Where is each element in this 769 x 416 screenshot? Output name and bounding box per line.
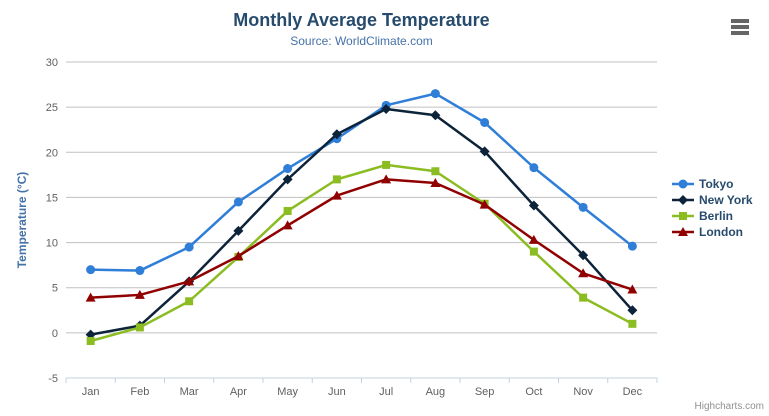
legend-item-new-york[interactable]: New York (672, 192, 753, 208)
hamburger-bar (731, 31, 749, 35)
y-axis-labels: -5 0 5 10 15 20 25 30 (46, 57, 58, 385)
hamburger-bar (731, 19, 749, 23)
legend-label: London (699, 225, 743, 239)
chart-subtitle: Source: WorldClimate.com (290, 34, 433, 48)
y-gridlines (66, 61, 657, 334)
diamond-series-marker-icon (672, 195, 694, 205)
y-tick-label: 5 (52, 283, 58, 295)
x-axis-labels: Jan Feb Mar Apr May Jun Jul Aug Sep Oct Nov Dec (82, 386, 643, 398)
series-berlin (86, 160, 637, 345)
x-tick-label: Mar (180, 386, 199, 398)
hamburger-bar (731, 25, 749, 29)
legend-item-berlin[interactable]: Berlin (672, 208, 753, 224)
circle-series-marker-icon (672, 179, 694, 189)
x-tick-label: Aug (426, 386, 446, 398)
y-tick-label: 30 (46, 57, 58, 69)
x-tick-label: Jan (82, 386, 100, 398)
series-new-york (85, 103, 638, 340)
highcharts-credits-link[interactable]: Highcharts.com (694, 401, 764, 412)
legend-label: Berlin (699, 209, 734, 223)
x-tick-label: May (277, 386, 298, 398)
legend-label: Tokyo (699, 177, 734, 191)
y-tick-label: 15 (46, 192, 58, 204)
x-tick-label: Sep (475, 386, 495, 398)
x-tick-label: Oct (525, 386, 542, 398)
square-series-marker-icon (672, 212, 694, 220)
chart-legend: Tokyo New York Berlin London (672, 176, 753, 240)
y-tick-label: 10 (46, 238, 58, 250)
legend-item-london[interactable]: London (672, 224, 753, 240)
y-tick-label: 25 (46, 102, 58, 114)
chart-title: Monthly Average Temperature (233, 10, 490, 30)
series-london (85, 174, 638, 302)
legend-label: New York (699, 193, 753, 207)
x-tick-label: Feb (130, 386, 149, 398)
x-tick-marks (65, 378, 658, 383)
x-tick-label: Jun (328, 386, 346, 398)
hamburger-menu-icon[interactable] (731, 19, 749, 37)
triangle-series-marker-icon (672, 227, 694, 236)
y-tick-label: 20 (46, 147, 58, 159)
x-tick-label: Dec (623, 386, 643, 398)
x-tick-label: Nov (573, 386, 593, 398)
x-tick-label: Jul (379, 386, 393, 398)
series-tokyo (86, 89, 637, 276)
y-tick-label: -5 (48, 373, 58, 385)
y-tick-label: 0 (52, 328, 58, 340)
legend-item-tokyo[interactable]: Tokyo (672, 176, 753, 192)
x-tick-label: Apr (230, 386, 247, 398)
